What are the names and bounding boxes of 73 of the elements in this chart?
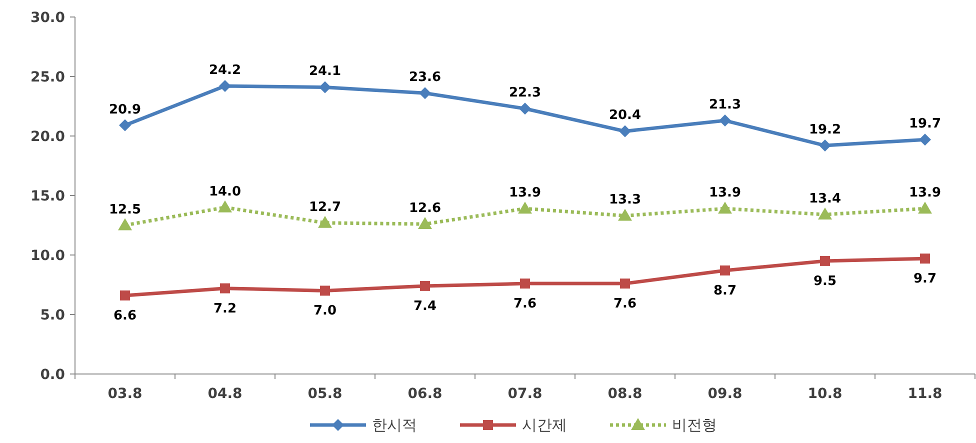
legend-label: 한시적: [372, 416, 417, 434]
data-label: 7.6: [513, 296, 537, 312]
point: [720, 265, 730, 276]
point: [918, 202, 932, 214]
x-tick-label: 07.8: [508, 386, 542, 402]
legend-label: 비전형: [672, 416, 717, 434]
point: [518, 202, 532, 214]
x-tick-label: 08.8: [608, 386, 642, 402]
point: [319, 81, 331, 94]
data-label: 9.7: [913, 272, 937, 287]
point: [820, 256, 830, 266]
x-tick-label: 03.8: [108, 386, 142, 402]
y-tick-label: 5.0: [40, 308, 66, 324]
y-tick-label: 20.0: [30, 129, 66, 145]
point: [220, 283, 230, 294]
point: [219, 80, 231, 92]
point: [419, 87, 431, 100]
data-label: 8.7: [713, 283, 737, 298]
x-tick-label: 04.8: [208, 386, 242, 402]
data-label: 12.6: [408, 201, 442, 216]
point: [718, 202, 732, 214]
data-label: 13.9: [508, 186, 542, 201]
data-label: 6.6: [113, 308, 137, 324]
data-label: 12.5: [108, 202, 142, 218]
point: [619, 125, 631, 138]
point: [218, 200, 232, 212]
data-label: 7.2: [213, 301, 237, 316]
data-label: 7.4: [413, 298, 437, 314]
point: [519, 102, 531, 115]
point: [418, 217, 432, 230]
data-label: 21.3: [708, 98, 742, 113]
point: [920, 254, 930, 264]
data-label: 19.7: [908, 116, 942, 132]
data-label: 19.2: [808, 122, 842, 138]
point: [719, 114, 731, 127]
x-tick-label: 09.8: [708, 386, 742, 402]
data-label: 24.2: [208, 63, 242, 78]
point: [520, 278, 530, 289]
point: [120, 290, 130, 300]
y-tick-label: 0.0: [40, 367, 66, 383]
y-tick-label: 30.0: [30, 10, 66, 26]
data-label: 14.0: [208, 184, 242, 200]
point: [919, 134, 931, 146]
y-tick-label: 25.0: [30, 70, 66, 86]
y-tick-label: 15.0: [30, 188, 66, 204]
point: [420, 280, 430, 291]
point: [618, 208, 632, 221]
legend-label: 시간제: [522, 416, 567, 434]
data-label: 13.3: [608, 192, 642, 208]
x-tick-label: 06.8: [408, 386, 442, 402]
data-label: 22.3: [508, 86, 542, 101]
data-label: 9.5: [813, 274, 837, 289]
point: [320, 286, 330, 296]
y-tick-label: 10.0: [30, 248, 66, 264]
data-label: 13.9: [708, 186, 742, 201]
data-label: 20.9: [108, 102, 142, 118]
data-label: 12.7: [308, 200, 342, 215]
point: [818, 208, 832, 220]
x-tick-label: 11.8: [908, 386, 942, 402]
point: [620, 278, 630, 289]
data-label: 20.4: [608, 108, 642, 124]
point: [118, 218, 132, 230]
point: [819, 140, 831, 152]
x-tick-label: 05.8: [308, 386, 342, 402]
data-label: 13.9: [908, 186, 942, 201]
data-label: 7.6: [613, 296, 637, 312]
data-label: 23.6: [408, 70, 442, 86]
x-tick-label: 10.8: [808, 386, 842, 402]
point: [119, 119, 131, 132]
data-label: 7.0: [313, 304, 337, 319]
data-label: 13.4: [808, 192, 842, 207]
data-label: 24.1: [308, 64, 342, 80]
point: [318, 216, 332, 228]
